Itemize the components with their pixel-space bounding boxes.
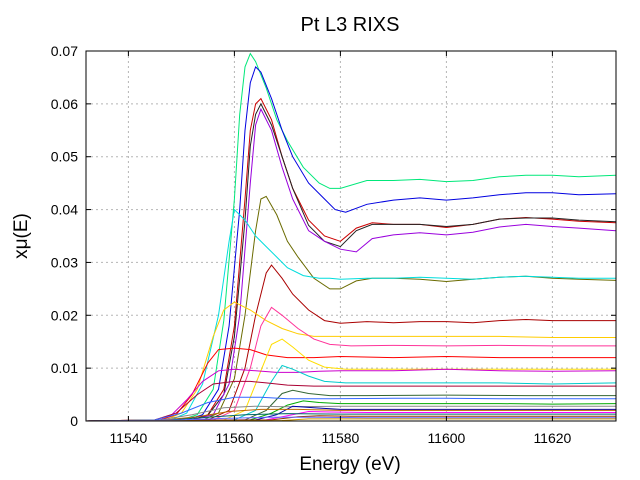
x-tick-label: 11620 — [533, 430, 571, 446]
series-line-7 — [85, 208, 616, 422]
series-line-10 — [85, 306, 616, 422]
series-line-14 — [85, 364, 617, 422]
y-tick-label: 0.07 — [51, 43, 78, 59]
series-line-23 — [85, 413, 616, 422]
grid-layer — [86, 51, 616, 421]
y-tick-label: 0.03 — [51, 254, 78, 270]
tick-layer: 11540 11560 11580 11600 11620 0 0.01 0.02 0.03 0.… — [51, 43, 616, 446]
series-line-20 — [85, 405, 616, 422]
series-line-25 — [85, 416, 616, 422]
series-line-15 — [85, 380, 616, 422]
y-tick-label: 0.04 — [51, 202, 78, 218]
series-line-17 — [85, 396, 616, 422]
series-line-16 — [85, 389, 616, 422]
y-tick-label: 0.01 — [51, 360, 78, 376]
x-tick-label: 11580 — [321, 430, 359, 446]
y-tick-label: 0.06 — [51, 96, 78, 112]
series-line-2 — [85, 65, 617, 422]
series-line-19 — [85, 405, 616, 422]
series-line-4 — [85, 102, 617, 422]
series-layer — [85, 52, 617, 422]
y-axis-label: xμ(E) — [11, 213, 32, 259]
x-tick-label: 11560 — [215, 430, 253, 446]
series-line-6 — [85, 195, 617, 422]
y-tick-label: 0.05 — [51, 149, 78, 165]
series-line-9 — [85, 301, 616, 422]
y-tick-label: 0 — [70, 413, 78, 429]
series-line-13 — [85, 368, 617, 422]
plot-frame — [85, 50, 617, 422]
series-line-21 — [85, 408, 616, 422]
series-line-5 — [85, 107, 617, 422]
series-line-12 — [85, 338, 616, 422]
x-tick-label: 11540 — [109, 430, 147, 446]
x-tick-label: 11600 — [427, 430, 465, 446]
x-axis-label: Energy (eV) — [299, 454, 400, 475]
series-line-8 — [85, 264, 616, 422]
y-tick-label: 0.02 — [51, 307, 78, 323]
series-line-3 — [85, 97, 617, 422]
series-line-26 — [85, 418, 616, 422]
chart-title: Pt L3 RIXS — [301, 14, 400, 36]
series-line-24 — [85, 415, 616, 422]
series-line-11 — [85, 347, 616, 422]
series-line-1 — [85, 52, 617, 422]
